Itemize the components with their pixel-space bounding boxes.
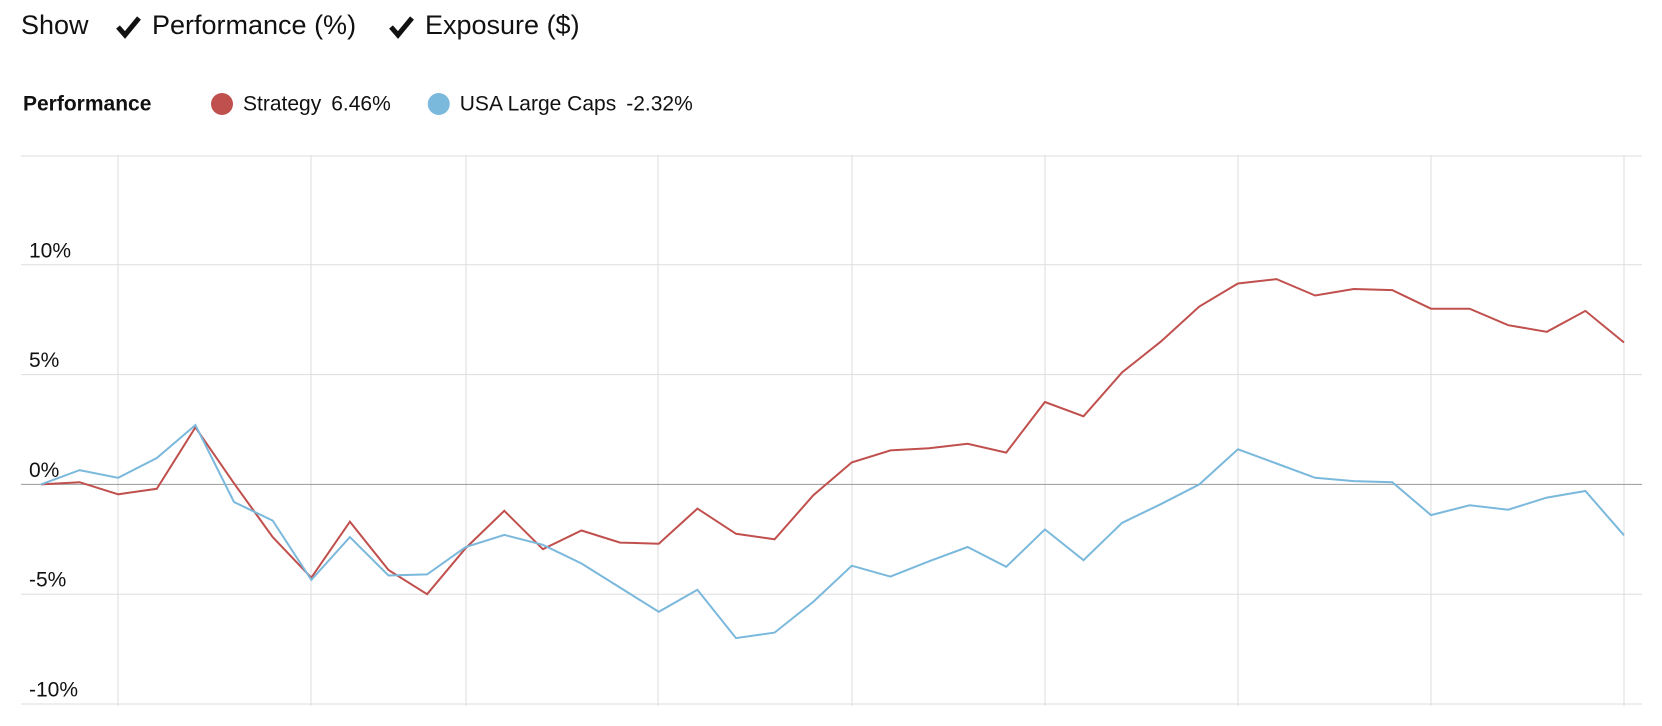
legend-value: 6.46% bbox=[331, 93, 391, 116]
y-tick-label: 5% bbox=[29, 349, 59, 372]
series-line bbox=[40, 278, 1625, 596]
series-line bbox=[40, 423, 1625, 640]
y-tick-label: 10% bbox=[29, 239, 71, 262]
y-tick-label: -5% bbox=[29, 569, 66, 592]
show-label: Show bbox=[21, 10, 89, 40]
legend-swatch bbox=[211, 93, 233, 115]
y-tick-label: 0% bbox=[29, 459, 59, 482]
toggle-performance[interactable]: Performance (%) bbox=[152, 10, 356, 40]
legend-title: Performance bbox=[23, 93, 151, 116]
check-icon[interactable] bbox=[116, 16, 141, 39]
legend-label: Strategy bbox=[243, 93, 322, 116]
legend-swatch bbox=[427, 93, 450, 115]
y-tick-label: -10% bbox=[29, 679, 78, 702]
check-icon[interactable] bbox=[389, 16, 414, 39]
toggle-exposure[interactable]: Exposure ($) bbox=[425, 10, 580, 40]
legend-label: USA Large Caps bbox=[460, 93, 616, 116]
legend-value: -2.32% bbox=[626, 93, 693, 116]
